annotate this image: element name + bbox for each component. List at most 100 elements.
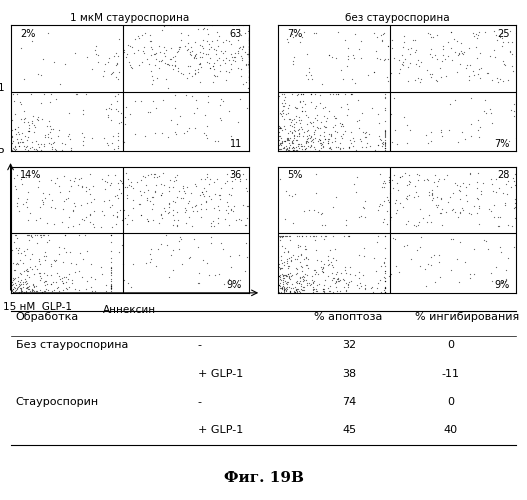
Point — [311, 144, 319, 152]
Point — [190, 235, 199, 243]
Point — [292, 91, 301, 99]
Point — [36, 270, 44, 278]
Point — [451, 179, 459, 187]
Point — [499, 189, 508, 197]
Point — [245, 48, 253, 56]
Point — [395, 268, 403, 276]
Point — [374, 146, 383, 154]
Point — [209, 64, 218, 72]
Point — [325, 106, 333, 114]
Point — [302, 245, 310, 253]
Point — [113, 208, 122, 216]
Point — [333, 287, 341, 295]
Point — [498, 34, 506, 42]
Point — [301, 71, 310, 79]
Point — [112, 220, 120, 228]
Point — [38, 115, 46, 123]
Point — [136, 176, 145, 184]
Point — [37, 288, 46, 296]
Point — [60, 244, 69, 252]
Point — [295, 128, 304, 136]
Point — [167, 116, 175, 124]
Point — [10, 174, 18, 182]
Point — [198, 188, 206, 196]
Point — [349, 134, 358, 142]
Point — [290, 54, 298, 62]
Point — [75, 266, 83, 274]
Point — [106, 275, 115, 283]
Point — [116, 177, 125, 185]
Point — [435, 174, 443, 182]
Point — [292, 279, 301, 287]
Point — [245, 47, 253, 55]
Point — [511, 196, 519, 203]
Point — [196, 192, 204, 200]
Point — [289, 120, 298, 128]
Point — [145, 258, 154, 266]
Point — [157, 210, 165, 218]
Point — [25, 273, 34, 281]
Point — [324, 252, 333, 260]
Point — [245, 43, 253, 51]
Point — [288, 30, 297, 38]
Point — [282, 287, 290, 295]
Point — [20, 248, 28, 256]
Point — [338, 120, 346, 128]
Point — [221, 48, 230, 56]
Point — [55, 250, 64, 258]
Point — [126, 64, 135, 72]
Point — [328, 276, 336, 284]
Point — [28, 285, 37, 293]
Point — [425, 70, 434, 78]
Point — [305, 64, 314, 72]
Point — [307, 90, 315, 98]
Point — [506, 48, 514, 56]
Point — [284, 108, 292, 116]
Point — [72, 90, 80, 98]
Point — [314, 124, 322, 132]
Point — [245, 47, 253, 55]
Point — [16, 249, 25, 257]
Point — [245, 34, 253, 42]
Point — [245, 26, 253, 34]
Point — [276, 264, 284, 272]
Point — [245, 28, 253, 36]
Text: + GLP-1: + GLP-1 — [198, 425, 243, 435]
Point — [114, 136, 122, 144]
Point — [446, 28, 455, 36]
Point — [200, 24, 208, 32]
Point — [300, 276, 309, 284]
Point — [290, 122, 298, 130]
Point — [200, 128, 208, 136]
Point — [328, 254, 337, 262]
Point — [126, 283, 135, 291]
Point — [417, 233, 425, 241]
Point — [55, 272, 63, 280]
Point — [66, 248, 75, 256]
Point — [106, 282, 115, 290]
Point — [242, 253, 251, 261]
Point — [155, 172, 164, 180]
Point — [298, 104, 306, 112]
Point — [309, 278, 318, 285]
Point — [10, 97, 18, 105]
Point — [108, 70, 116, 78]
Point — [75, 230, 83, 238]
Point — [232, 216, 240, 224]
Point — [100, 197, 108, 205]
Point — [504, 38, 512, 46]
Point — [145, 60, 153, 68]
Point — [303, 137, 311, 145]
Point — [209, 46, 218, 54]
Point — [275, 280, 284, 288]
Point — [301, 144, 309, 152]
Point — [13, 202, 21, 210]
Point — [45, 146, 54, 154]
Point — [308, 75, 316, 83]
Point — [276, 232, 284, 240]
Point — [379, 30, 387, 38]
Point — [79, 256, 87, 264]
Point — [243, 28, 252, 36]
Point — [297, 250, 305, 258]
Point — [288, 250, 297, 258]
